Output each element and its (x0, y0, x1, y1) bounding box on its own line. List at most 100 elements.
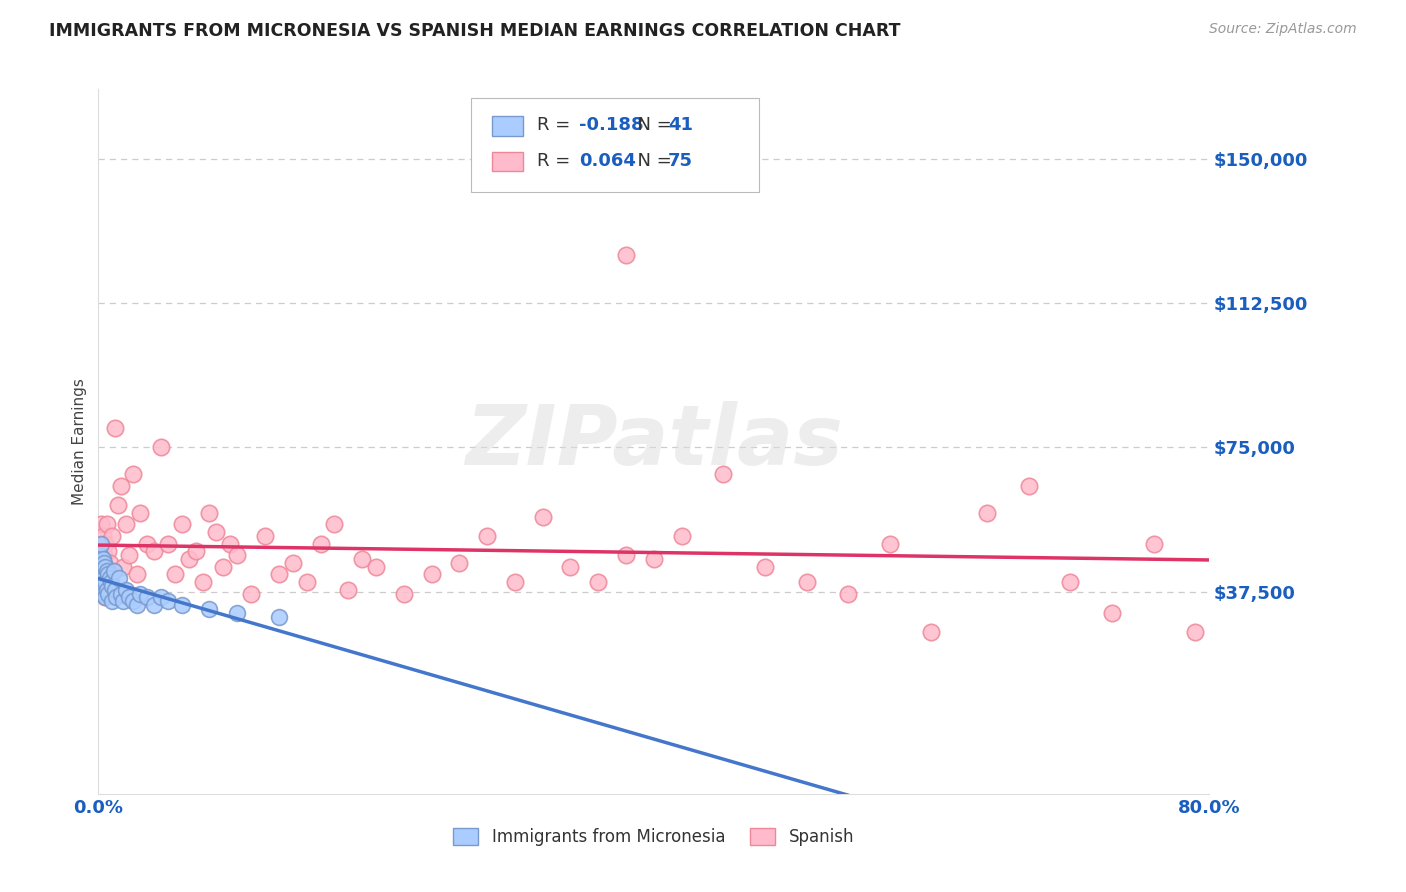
Point (127, 567, 149, 582)
Point (94, 591, 117, 605)
Point (671, 529, 693, 543)
Point (89, 559, 111, 574)
Point (110, 479, 132, 493)
Point (449, 556, 471, 570)
Text: 75: 75 (668, 152, 693, 169)
Point (711, 467, 734, 482)
Point (143, 598, 166, 612)
Text: R =: R = (537, 116, 576, 134)
Text: N =: N = (626, 152, 678, 169)
Text: -0.188: -0.188 (579, 116, 644, 134)
Point (129, 506, 152, 520)
Point (93, 587, 115, 601)
Point (837, 587, 859, 601)
Point (100, 564, 122, 578)
Point (226, 548, 249, 562)
Point (100, 575, 122, 590)
Point (560, 559, 582, 574)
Point (112, 594, 135, 608)
Point (127, 598, 149, 612)
Point (97, 582, 120, 597)
Point (614, 548, 637, 562)
Point (219, 536, 242, 550)
Point (136, 591, 159, 605)
Point (281, 556, 304, 570)
Point (253, 529, 276, 543)
Point (91, 529, 114, 543)
Point (89, 548, 111, 562)
Point (643, 552, 665, 566)
Point (163, 567, 186, 582)
Point (98, 556, 121, 570)
Point (198, 506, 221, 520)
Point (267, 609, 290, 624)
Point (366, 559, 388, 574)
Point (122, 594, 145, 608)
Point (90, 567, 112, 582)
Point (90, 582, 112, 597)
Point (184, 544, 207, 558)
Point (198, 602, 221, 616)
Point (226, 606, 249, 620)
Point (108, 571, 131, 585)
Point (91, 564, 114, 578)
Y-axis label: Median Earnings: Median Earnings (72, 378, 87, 505)
Point (89, 567, 111, 582)
Point (177, 552, 200, 566)
Point (104, 421, 127, 435)
Point (97, 544, 120, 558)
Point (205, 524, 228, 539)
Point (110, 587, 132, 601)
Point (879, 536, 901, 550)
Text: IMMIGRANTS FROM MICRONESIA VS SPANISH MEDIAN EARNINGS CORRELATION CHART: IMMIGRANTS FROM MICRONESIA VS SPANISH ME… (49, 22, 901, 40)
Point (96, 567, 118, 582)
Point (118, 548, 141, 562)
Point (976, 506, 998, 520)
Point (90, 582, 112, 597)
Point (1018, 479, 1040, 493)
Point (101, 529, 124, 543)
Point (754, 559, 776, 574)
Point (170, 517, 193, 532)
Point (90, 544, 112, 558)
Point (475, 529, 499, 543)
Text: R =: R = (537, 152, 576, 169)
Point (156, 594, 179, 608)
Point (89, 536, 111, 550)
Point (191, 575, 214, 590)
Point (98, 571, 121, 585)
Point (588, 575, 610, 590)
Text: 0.064: 0.064 (579, 152, 636, 169)
Text: Source: ZipAtlas.com: Source: ZipAtlas.com (1209, 22, 1357, 37)
Point (212, 559, 235, 574)
Point (920, 625, 942, 640)
Point (156, 536, 179, 550)
Point (103, 564, 125, 578)
Point (94, 536, 117, 550)
Point (1184, 625, 1206, 640)
Point (91, 579, 114, 593)
Point (101, 594, 124, 608)
Point (149, 440, 172, 454)
Point (309, 536, 332, 550)
Point (96, 564, 118, 578)
Point (352, 552, 374, 566)
Point (96, 517, 118, 532)
Point (143, 544, 166, 558)
Point (1101, 606, 1123, 620)
Point (149, 591, 172, 605)
Point (94, 591, 117, 605)
Legend: Immigrants from Micronesia, Spanish: Immigrants from Micronesia, Spanish (447, 821, 860, 853)
Point (503, 575, 526, 590)
Point (97, 567, 120, 582)
Point (104, 582, 127, 597)
Point (614, 248, 637, 262)
Point (91, 552, 114, 566)
Point (420, 567, 443, 582)
Point (295, 575, 318, 590)
Point (93, 548, 115, 562)
Point (96, 582, 118, 597)
Point (136, 536, 159, 550)
Point (105, 591, 128, 605)
Point (392, 587, 415, 601)
